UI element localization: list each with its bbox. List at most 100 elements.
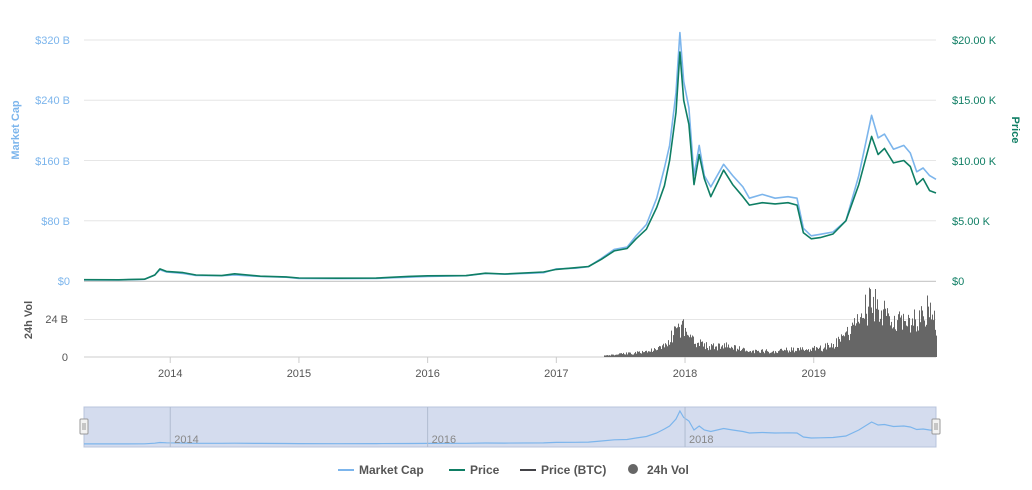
volume-bar xyxy=(747,351,748,357)
volume-bar xyxy=(693,337,694,357)
volume-bar xyxy=(835,347,836,357)
volume-bar xyxy=(720,349,721,357)
series-line-market-cap xyxy=(84,33,936,280)
volume-bar xyxy=(696,347,697,357)
volume-bar xyxy=(847,327,848,357)
volume-bar xyxy=(764,353,765,357)
volume-bar xyxy=(709,346,710,357)
volume-bar xyxy=(716,346,717,357)
volume-bar xyxy=(787,350,788,357)
volume-bar xyxy=(702,341,703,357)
market-cap-tick: $240 B xyxy=(35,95,70,107)
volume-bar xyxy=(685,328,686,357)
volume-bar xyxy=(798,348,799,357)
volume-bar xyxy=(892,328,893,357)
volume-bar xyxy=(885,309,886,357)
volume-bar xyxy=(861,313,862,357)
volume-bar xyxy=(745,351,746,357)
volume-bar xyxy=(619,353,620,357)
volume-bar xyxy=(837,347,838,357)
volume-bar xyxy=(756,350,757,357)
volume-bar xyxy=(928,307,929,357)
volume-bar xyxy=(734,345,735,357)
volume-bar xyxy=(838,337,839,357)
volume-bar xyxy=(674,326,675,357)
volume-bar xyxy=(878,310,879,357)
volume-bar xyxy=(758,351,759,357)
volume-bar xyxy=(746,351,747,357)
volume-bar xyxy=(775,351,776,357)
volume-bar xyxy=(673,335,674,357)
volume-bar xyxy=(931,319,932,357)
volume-bar xyxy=(627,354,628,357)
volume-bar xyxy=(653,351,654,357)
volume-bar xyxy=(915,319,916,357)
volume-bar xyxy=(754,353,755,357)
volume-bar xyxy=(914,309,915,357)
volume-bar xyxy=(712,345,713,357)
volume-bar xyxy=(688,336,689,357)
volume-bar xyxy=(676,328,677,357)
volume-bar xyxy=(730,348,731,357)
navigator-handle[interactable] xyxy=(932,419,940,434)
volume-bar xyxy=(824,348,825,357)
volume-bar xyxy=(658,347,659,357)
volume-bar xyxy=(614,355,615,357)
volume-bar xyxy=(784,350,785,357)
volume-bar xyxy=(843,335,844,357)
volume-bar xyxy=(703,347,704,357)
volume-bar xyxy=(864,319,865,357)
volume-bar xyxy=(803,350,804,357)
volume-bar xyxy=(808,349,809,357)
x-tick-label: 2015 xyxy=(287,368,311,380)
volume-bar xyxy=(899,311,900,357)
navigator-handle[interactable] xyxy=(80,419,88,434)
volume-bar xyxy=(802,347,803,357)
volume-bar xyxy=(624,354,625,357)
x-tick-label: 2014 xyxy=(158,368,182,380)
volume-bar xyxy=(926,325,927,357)
volume-bar xyxy=(640,353,641,357)
volume-bar xyxy=(675,327,676,357)
volume-bar xyxy=(616,355,617,357)
volume-bar xyxy=(845,332,846,357)
market-cap-tick: $0 xyxy=(58,276,70,288)
legend-item-market-cap[interactable]: Market Cap xyxy=(338,463,424,477)
volume-bar xyxy=(706,342,707,357)
volume-bar xyxy=(903,314,904,357)
volume-bar xyxy=(909,318,910,357)
volume-bar xyxy=(876,309,877,357)
legend-item-price[interactable]: Price xyxy=(449,463,500,477)
volume-bar xyxy=(872,313,873,357)
volume-bar xyxy=(657,350,658,357)
volume-bar xyxy=(680,338,681,357)
volume-bar xyxy=(662,345,663,357)
volume-bar xyxy=(818,349,819,357)
volume-bar xyxy=(725,347,726,357)
volume-bar xyxy=(715,347,716,357)
volume-bar xyxy=(737,349,738,357)
volume-bar xyxy=(744,348,745,357)
volume-bar xyxy=(727,347,728,357)
volume-bar xyxy=(739,346,740,357)
volume-bar xyxy=(880,319,881,357)
volume-bar xyxy=(741,350,742,357)
volume-bar xyxy=(766,349,767,357)
volume-bar xyxy=(806,349,807,357)
volume-bar xyxy=(855,326,856,357)
volume-bar xyxy=(736,351,737,357)
volume-bar xyxy=(785,350,786,357)
volume-bar xyxy=(652,352,653,357)
volume-bar xyxy=(638,352,639,357)
legend-item-price-btc[interactable]: Price (BTC) xyxy=(520,463,606,477)
volume-bar xyxy=(694,344,695,357)
volume-bar xyxy=(902,330,903,357)
volume-bar xyxy=(768,352,769,357)
legend-item-24h-vol[interactable]: 24h Vol xyxy=(628,463,689,477)
volume-bar xyxy=(774,353,775,357)
volume-bar xyxy=(790,352,791,357)
volume-bar xyxy=(755,350,756,357)
navigator-selection xyxy=(84,407,936,447)
